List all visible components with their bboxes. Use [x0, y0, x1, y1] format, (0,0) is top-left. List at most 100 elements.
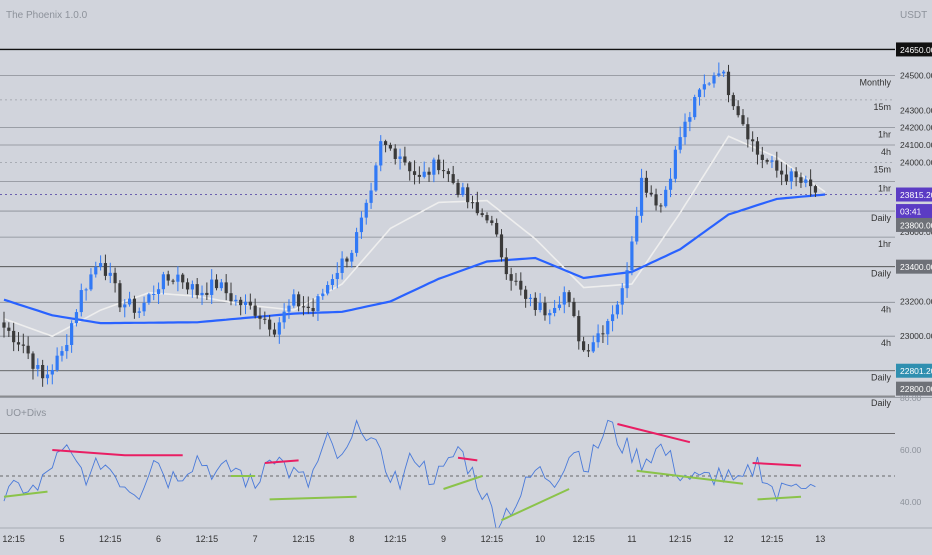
- candle: [200, 285, 204, 305]
- candle: [185, 278, 190, 295]
- candle-body: [490, 220, 494, 223]
- candle-body: [2, 322, 6, 328]
- candle-body: [461, 187, 465, 195]
- candle-body: [340, 258, 344, 273]
- candle-body: [572, 301, 576, 317]
- price-badge-bg: [896, 259, 932, 274]
- candle: [330, 274, 335, 290]
- candle: [234, 295, 238, 306]
- candle: [335, 262, 339, 289]
- candle-body: [495, 222, 499, 235]
- candle: [644, 170, 648, 198]
- candle: [533, 292, 537, 316]
- candle-body: [243, 301, 248, 306]
- oscillator-axis[interactable]: [896, 398, 932, 528]
- candle-body: [132, 298, 137, 313]
- candle-body: [330, 279, 335, 285]
- bullish-divergence-line: [3, 490, 48, 498]
- candle: [596, 324, 600, 348]
- candle: [403, 146, 407, 166]
- candle-body: [359, 217, 364, 233]
- price-badge-bg: [896, 204, 932, 219]
- candle: [504, 248, 508, 280]
- bullish-divergence-line: [269, 495, 357, 501]
- candle: [219, 278, 223, 291]
- candle-body: [156, 289, 161, 294]
- price-badge-label: 23400.00: [900, 262, 932, 272]
- candle: [813, 184, 818, 198]
- price-badge-label: 22801.20: [900, 366, 932, 376]
- candle-body: [441, 170, 446, 172]
- candle: [268, 314, 272, 337]
- candle-body: [287, 305, 291, 312]
- candle: [26, 336, 30, 360]
- candle: [765, 158, 769, 165]
- time-tick-label: 6: [156, 534, 161, 544]
- candle-body: [268, 319, 272, 330]
- level-label: Daily: [871, 398, 892, 408]
- candle: [557, 296, 562, 311]
- time-tick-label: 12:15: [292, 534, 315, 544]
- candle-body: [470, 202, 475, 204]
- candle: [751, 131, 755, 152]
- candle-body: [794, 171, 798, 178]
- candle-body: [582, 341, 586, 351]
- candle-body: [297, 294, 301, 307]
- candle-body: [606, 321, 610, 335]
- indicator-title[interactable]: The Phoenix 1.0.0: [6, 10, 88, 21]
- candle: [21, 333, 25, 354]
- candle-body: [664, 189, 668, 207]
- candle: [809, 169, 813, 197]
- candle: [311, 298, 315, 317]
- candle: [118, 280, 122, 313]
- candle-body: [200, 292, 204, 296]
- candle-body: [548, 313, 552, 316]
- candle-body: [760, 154, 764, 160]
- candle-body: [229, 293, 233, 302]
- candle: [664, 186, 668, 208]
- candle: [388, 142, 392, 151]
- candle: [582, 336, 586, 352]
- candle: [36, 358, 40, 377]
- candle-body: [176, 274, 180, 282]
- candle-body: [770, 160, 774, 162]
- candle-body: [142, 302, 146, 312]
- candle-body: [224, 282, 228, 294]
- candle: [654, 188, 658, 211]
- candle-body: [50, 369, 54, 375]
- price-badge: 23800.00: [896, 217, 932, 232]
- candle: [625, 262, 629, 298]
- candle-body: [596, 333, 600, 343]
- candle-body: [553, 307, 557, 314]
- candle: [41, 359, 45, 387]
- candle-body: [185, 282, 190, 290]
- candle: [784, 164, 789, 185]
- time-axis[interactable]: [0, 528, 932, 550]
- oscillator-title[interactable]: UO+Divs: [6, 408, 46, 419]
- candle: [171, 278, 175, 285]
- candle-body: [601, 333, 605, 335]
- level-label: Monthly: [859, 78, 891, 88]
- candle-body: [84, 289, 88, 291]
- price-badge: 22801.20: [896, 363, 932, 378]
- candle: [683, 113, 687, 145]
- candle-body: [615, 304, 620, 315]
- candle: [243, 294, 248, 315]
- candle: [461, 182, 465, 197]
- candle: [123, 299, 127, 318]
- candle-body: [263, 318, 267, 320]
- candle: [239, 296, 243, 316]
- candle: [321, 288, 325, 300]
- candle: [326, 281, 330, 296]
- candle-body: [282, 311, 286, 323]
- price-tick-label: 24100.00: [900, 140, 932, 150]
- candle: [108, 262, 112, 283]
- candle-body: [427, 171, 431, 175]
- candle: [794, 167, 798, 187]
- candle-body: [702, 84, 706, 90]
- price-tick-label: 24200.00: [900, 123, 932, 133]
- candle: [697, 87, 702, 106]
- candle-body: [321, 293, 325, 297]
- candle-body: [519, 280, 523, 290]
